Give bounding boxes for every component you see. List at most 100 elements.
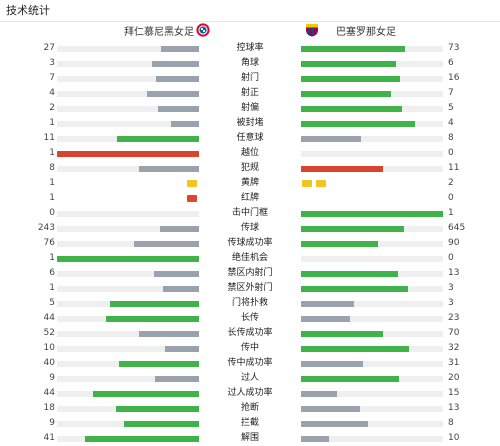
home-bar bbox=[160, 226, 199, 232]
home-bar-track bbox=[57, 286, 199, 292]
away-bar bbox=[301, 286, 408, 292]
away-bar bbox=[301, 376, 399, 382]
away-bar-track bbox=[301, 316, 443, 322]
away-value: 6 bbox=[448, 58, 454, 68]
away-bar-track bbox=[301, 376, 443, 382]
home-value: 11 bbox=[43, 133, 55, 143]
home-bar-track bbox=[57, 256, 199, 262]
away-bar bbox=[301, 211, 443, 217]
home-value: 44 bbox=[43, 388, 55, 398]
home-bar-track bbox=[57, 376, 199, 382]
away-bar-track bbox=[301, 121, 443, 127]
home-bar-track bbox=[57, 151, 199, 157]
away-bar-track bbox=[301, 106, 443, 112]
away-bar-track bbox=[301, 76, 443, 82]
away-bar-track bbox=[301, 286, 443, 292]
stat-label: 长传 bbox=[240, 313, 259, 323]
stat-row: 243 传球 645 bbox=[0, 221, 500, 236]
home-value: 0 bbox=[49, 208, 55, 218]
home-value: 5 bbox=[49, 298, 55, 308]
home-bar bbox=[139, 166, 199, 172]
home-value: 44 bbox=[43, 313, 55, 323]
stat-row: 9 过人 20 bbox=[0, 371, 500, 386]
stat-label: 射正 bbox=[240, 88, 259, 98]
away-bar bbox=[301, 61, 396, 67]
home-bar-track bbox=[57, 301, 199, 307]
home-bar-track bbox=[57, 316, 199, 322]
away-value: 90 bbox=[448, 238, 460, 248]
away-value: 7 bbox=[448, 88, 454, 98]
page-title: 技术统计 bbox=[6, 4, 50, 17]
home-value: 6 bbox=[49, 268, 55, 278]
stat-label: 任意球 bbox=[236, 133, 264, 143]
away-value: 11 bbox=[448, 163, 460, 173]
home-value: 1 bbox=[49, 148, 55, 158]
home-bar bbox=[106, 316, 199, 322]
stat-row: 1 被封堵 4 bbox=[0, 116, 500, 131]
home-bar-track bbox=[57, 211, 199, 217]
home-bar-track bbox=[57, 361, 199, 367]
stat-row: 18 抢断 13 bbox=[0, 401, 500, 416]
away-bar bbox=[301, 106, 402, 112]
away-bar bbox=[301, 331, 383, 337]
home-bar bbox=[139, 331, 199, 337]
bayern-crest-icon bbox=[196, 22, 210, 37]
away-bar bbox=[301, 301, 354, 307]
away-value: 23 bbox=[448, 313, 460, 323]
away-value: 1 bbox=[448, 208, 454, 218]
away-value: 15 bbox=[448, 388, 460, 398]
stat-row: 44 过人成功率 15 bbox=[0, 386, 500, 401]
stat-row: 76 传球成功率 90 bbox=[0, 236, 500, 251]
away-value: 3 bbox=[448, 298, 454, 308]
home-value: 243 bbox=[37, 223, 55, 233]
away-value: 0 bbox=[448, 253, 454, 263]
stat-row: 8 犯规 11 bbox=[0, 161, 500, 176]
away-bar bbox=[301, 271, 398, 277]
home-value: 40 bbox=[43, 358, 55, 368]
away-bar bbox=[301, 121, 415, 127]
home-bar-track bbox=[57, 406, 199, 412]
away-bar bbox=[301, 226, 404, 232]
yellow-card-icon bbox=[316, 180, 326, 187]
stat-label: 角球 bbox=[240, 58, 259, 68]
away-bar-track bbox=[301, 61, 443, 67]
home-bar bbox=[171, 121, 199, 127]
stat-label: 禁区外射门 bbox=[227, 283, 273, 293]
away-bar-track bbox=[301, 331, 443, 337]
stat-row: 0 击中门框 1 bbox=[0, 206, 500, 221]
away-value: 645 bbox=[448, 223, 466, 233]
home-value: 10 bbox=[43, 343, 55, 353]
home-value: 1 bbox=[49, 283, 55, 293]
away-bar-track bbox=[301, 46, 443, 52]
home-value: 76 bbox=[43, 238, 55, 248]
away-bar bbox=[301, 166, 383, 172]
home-team-name: 拜仁慕尼黑女足 bbox=[124, 27, 194, 38]
home-bar-track bbox=[57, 346, 199, 352]
home-bar-track bbox=[57, 61, 199, 67]
home-bar-track bbox=[57, 91, 199, 97]
stat-row: 9 拦截 8 bbox=[0, 416, 500, 431]
home-bar bbox=[116, 406, 199, 412]
away-bar-track bbox=[301, 136, 443, 142]
home-bar bbox=[155, 376, 199, 382]
home-bar-track bbox=[57, 106, 199, 112]
home-bar bbox=[119, 361, 199, 367]
home-bar-track bbox=[57, 436, 199, 442]
home-bar bbox=[117, 136, 199, 142]
yellow-card-icon bbox=[187, 180, 197, 187]
stat-label: 过人 bbox=[240, 373, 259, 383]
home-bar bbox=[57, 151, 199, 157]
home-bar bbox=[154, 271, 199, 277]
away-value: 2 bbox=[448, 178, 454, 188]
stat-row: 10 传中 32 bbox=[0, 341, 500, 356]
home-value: 9 bbox=[49, 418, 55, 428]
away-bar bbox=[301, 361, 363, 367]
away-bar bbox=[301, 241, 378, 247]
home-bar bbox=[134, 241, 199, 247]
home-bar bbox=[165, 346, 199, 352]
home-bar-track bbox=[57, 76, 199, 82]
away-bar-track bbox=[301, 406, 443, 412]
away-value: 70 bbox=[448, 328, 460, 338]
home-bar bbox=[124, 421, 199, 427]
stat-label: 控球率 bbox=[236, 43, 264, 53]
